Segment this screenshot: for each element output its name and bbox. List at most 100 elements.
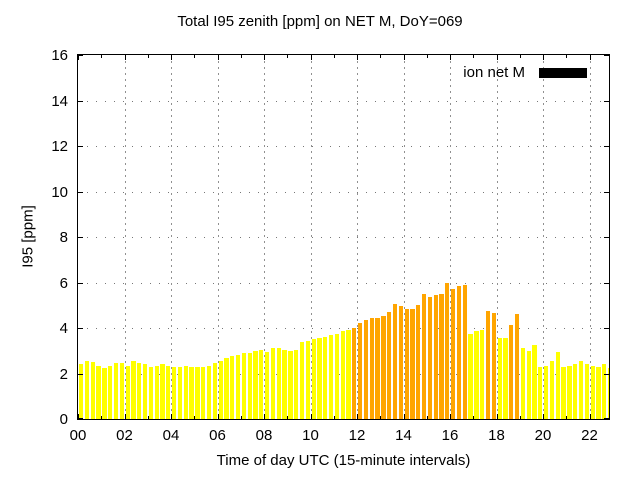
y-tick-mark	[78, 55, 83, 56]
x-tick-mark	[240, 416, 242, 419]
y-tick-mark	[604, 418, 609, 419]
bar	[369, 317, 374, 419]
bar	[456, 285, 462, 419]
bar	[567, 365, 572, 419]
y-tick-mark	[78, 328, 83, 329]
y-tick-mark	[78, 373, 83, 375]
x-tick-mark	[473, 416, 475, 419]
bar	[392, 304, 398, 419]
x-tick-mark	[171, 414, 172, 419]
bar	[607, 367, 609, 419]
bar	[137, 363, 142, 419]
bar	[311, 339, 316, 419]
x-tick-mark	[450, 414, 451, 419]
bar	[538, 366, 543, 419]
bar	[166, 365, 171, 419]
x-tick-mark	[264, 55, 265, 60]
bar	[549, 361, 555, 419]
x-tick-mark	[426, 55, 428, 58]
bar	[520, 348, 526, 419]
gridline-horizontal	[78, 100, 609, 102]
gridline-horizontal	[78, 237, 609, 238]
y-tick-mark	[604, 100, 609, 102]
bar	[555, 351, 560, 419]
bar	[584, 364, 589, 419]
bar	[497, 338, 502, 419]
bar	[230, 356, 235, 419]
bar	[596, 366, 601, 419]
y-tick-mark	[604, 373, 609, 375]
bar	[445, 282, 450, 419]
y-tick-label: 12	[51, 138, 68, 155]
bar	[224, 357, 229, 419]
x-tick-mark	[217, 414, 219, 419]
bar	[375, 317, 380, 419]
bar	[509, 324, 514, 419]
bar	[404, 308, 409, 419]
bar	[172, 366, 177, 419]
chart-title: Total I95 zenith [ppm] on NET M, DoY=069	[177, 13, 463, 30]
bar	[201, 366, 206, 419]
bar	[416, 305, 421, 419]
bar	[294, 349, 299, 419]
x-tick-mark	[473, 55, 475, 58]
bar	[177, 366, 183, 419]
x-axis-label: Time of day UTC (15-minute intervals)	[216, 452, 471, 469]
x-tick-mark	[78, 414, 79, 419]
bars-layer	[78, 55, 609, 419]
y-tick-label: 4	[59, 320, 68, 337]
bar	[90, 362, 95, 419]
gridline-horizontal	[78, 282, 609, 284]
bar	[148, 366, 154, 419]
bar	[561, 366, 566, 419]
y-tick-label: 16	[51, 47, 68, 64]
y-tick-mark	[604, 282, 609, 284]
x-tick-mark	[333, 416, 335, 419]
x-tick-label: 10	[302, 427, 319, 444]
legend: ion net M	[463, 64, 587, 81]
bar	[451, 289, 456, 419]
bar	[265, 351, 270, 419]
y-tick-mark	[78, 237, 83, 238]
x-tick-mark	[519, 416, 521, 419]
ticks-layer	[78, 55, 609, 419]
x-tick-mark	[357, 414, 358, 419]
x-tick-mark	[496, 55, 498, 60]
bar	[526, 350, 531, 419]
bar	[270, 348, 276, 419]
gridline-horizontal	[78, 146, 609, 147]
bar	[363, 320, 369, 419]
y-tick-mark	[78, 418, 83, 419]
bar	[468, 333, 473, 419]
x-tick-mark	[287, 55, 289, 58]
x-tick-label: 18	[488, 427, 505, 444]
bar	[387, 312, 392, 419]
bar	[532, 345, 537, 419]
bar	[299, 341, 305, 419]
y-tick-mark	[604, 328, 609, 329]
legend-label: ion net M	[463, 64, 525, 81]
x-tick-mark	[543, 414, 544, 419]
x-tick-mark	[380, 55, 382, 58]
bar	[491, 313, 496, 419]
x-tick-mark	[124, 414, 126, 419]
bar	[247, 353, 252, 419]
bar	[96, 365, 101, 419]
x-tick-mark	[240, 55, 242, 58]
x-tick-mark	[264, 414, 265, 419]
y-tick-mark	[78, 282, 83, 284]
x-tick-mark	[566, 55, 568, 58]
x-tick-label: 16	[441, 427, 459, 444]
y-tick-label: 2	[59, 365, 68, 383]
y-tick-mark	[78, 146, 83, 147]
bar	[573, 364, 578, 419]
x-tick-label: 04	[162, 427, 180, 444]
gridline-horizontal	[78, 328, 609, 329]
bar	[578, 361, 584, 419]
x-tick-mark	[194, 55, 196, 58]
x-tick-label: 12	[348, 427, 366, 444]
y-tick-label: 6	[59, 274, 68, 292]
x-tick-mark	[310, 414, 312, 419]
x-tick-mark	[287, 416, 289, 419]
bar	[462, 284, 467, 419]
